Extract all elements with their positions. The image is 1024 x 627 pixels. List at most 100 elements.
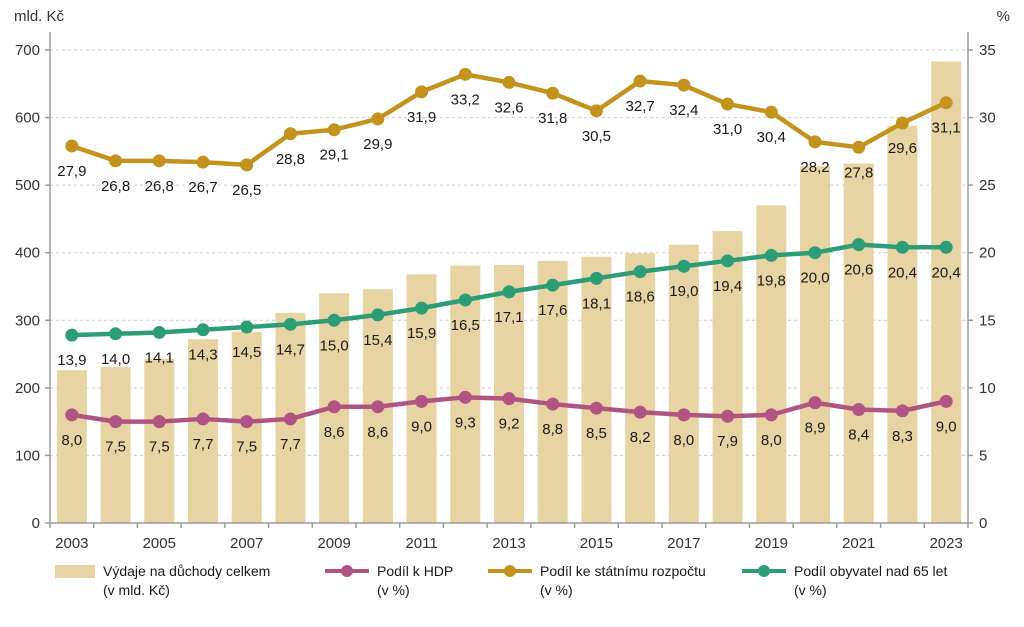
legend-label-line2: (v %) xyxy=(540,581,573,598)
data-label: 7,5 xyxy=(105,439,126,456)
point xyxy=(852,140,866,154)
x-axis-year-label: 2011 xyxy=(405,535,437,552)
point xyxy=(327,400,341,414)
data-label: 7,5 xyxy=(236,439,257,456)
point xyxy=(152,325,166,339)
point xyxy=(109,327,123,341)
data-label: 27,8 xyxy=(844,164,873,181)
right-axis-tick-label: 0 xyxy=(979,515,987,532)
legend-item-gdp-share: Podíl k HDP (v %) xyxy=(325,562,453,600)
legend-item-pension-expenditure: Výdaje na důchody celkem (v mld. Kč) xyxy=(55,562,270,600)
point xyxy=(939,240,953,254)
point xyxy=(633,265,647,279)
point xyxy=(546,86,560,100)
data-label: 16,5 xyxy=(451,317,480,334)
point xyxy=(458,67,472,81)
legend-label-line1: Podíl obyvatel nad 65 let xyxy=(794,563,948,579)
data-label: 14,0 xyxy=(101,351,130,368)
data-label: 14,1 xyxy=(145,349,174,366)
data-label: 30,5 xyxy=(582,128,611,145)
data-label: 8,9 xyxy=(805,420,826,437)
point xyxy=(895,116,909,130)
data-label: 18,6 xyxy=(626,289,655,306)
left-axis-tick-label: 100 xyxy=(15,447,40,464)
data-label: 26,8 xyxy=(101,178,130,195)
left-axis-tick-label: 500 xyxy=(15,177,40,194)
point xyxy=(633,74,647,88)
data-label: 7,5 xyxy=(149,439,170,456)
point xyxy=(283,317,297,331)
data-label: 26,7 xyxy=(188,179,217,196)
data-label: 19,4 xyxy=(713,278,742,295)
data-label: 7,7 xyxy=(193,436,214,453)
data-label: 7,7 xyxy=(280,436,301,453)
x-axis-year-label: 2019 xyxy=(755,535,788,552)
point xyxy=(327,313,341,327)
point xyxy=(677,259,691,273)
point xyxy=(458,390,472,404)
legend-label-line2: (v mld. Kč) xyxy=(103,581,170,598)
point xyxy=(152,415,166,429)
bar-2021 xyxy=(843,163,874,523)
point-marker-icon xyxy=(758,565,770,577)
point xyxy=(196,412,210,426)
point xyxy=(65,139,79,153)
data-label: 31,0 xyxy=(713,121,742,138)
legend-label-line1: Podíl k HDP xyxy=(377,563,454,579)
data-label: 31,9 xyxy=(407,109,436,126)
point xyxy=(240,415,254,429)
data-label: 20,4 xyxy=(888,264,917,281)
data-label: 32,7 xyxy=(626,98,655,115)
left-axis-tick-label: 300 xyxy=(15,312,40,329)
data-label: 32,6 xyxy=(494,99,523,116)
bar-2003 xyxy=(56,370,87,523)
data-label: 15,0 xyxy=(320,337,349,354)
data-label: 13,9 xyxy=(57,352,86,369)
data-label: 8,0 xyxy=(673,432,694,449)
bar-2017 xyxy=(668,244,699,523)
point xyxy=(546,278,560,292)
data-label: 33,2 xyxy=(451,91,480,108)
right-axis-unit-label: % xyxy=(996,8,1010,25)
data-label: 9,0 xyxy=(936,418,957,435)
bar-2004 xyxy=(100,366,131,523)
right-axis-tick-label: 15 xyxy=(979,312,996,329)
left-axis-unit-label: mld. Kč xyxy=(14,8,65,25)
data-label: 20,0 xyxy=(800,270,829,287)
legend-label: Výdaje na důchody celkem (v mld. Kč) xyxy=(103,562,270,600)
data-label: 19,8 xyxy=(757,272,786,289)
point xyxy=(371,308,385,322)
bar-2020 xyxy=(800,166,830,524)
right-axis-tick-label: 5 xyxy=(979,447,987,464)
point xyxy=(677,408,691,422)
x-axis-year-label: 2009 xyxy=(317,535,350,552)
data-label: 18,1 xyxy=(582,295,611,312)
right-axis-tick-label: 25 xyxy=(979,177,996,194)
data-label: 8,0 xyxy=(761,432,782,449)
legend-label-line2: (v %) xyxy=(794,581,827,598)
x-axis-year-label: 2003 xyxy=(55,535,88,552)
data-label: 8,3 xyxy=(892,428,913,445)
point xyxy=(196,155,210,169)
data-label: 29,9 xyxy=(363,136,392,153)
point xyxy=(939,96,953,110)
data-label: 20,6 xyxy=(844,262,873,279)
point xyxy=(808,135,822,149)
data-label: 31,8 xyxy=(538,110,567,127)
data-label: 8,8 xyxy=(542,421,563,438)
x-axis-year-label: 2017 xyxy=(667,535,700,552)
bar-2018 xyxy=(712,231,743,523)
point xyxy=(65,408,79,422)
point-marker-icon xyxy=(504,565,516,577)
x-axis-year-label: 2021 xyxy=(842,535,875,552)
data-label: 8,6 xyxy=(324,424,345,441)
right-axis-tick-label: 30 xyxy=(979,110,996,127)
point-marker-icon xyxy=(341,565,353,577)
bar-2015 xyxy=(581,256,612,523)
point xyxy=(764,408,778,422)
chart-legend: Výdaje na důchody celkem (v mld. Kč) Pod… xyxy=(0,562,1024,622)
point xyxy=(65,328,79,342)
point xyxy=(371,112,385,126)
line-swatch-icon xyxy=(742,565,786,577)
data-label: 27,9 xyxy=(57,163,86,180)
